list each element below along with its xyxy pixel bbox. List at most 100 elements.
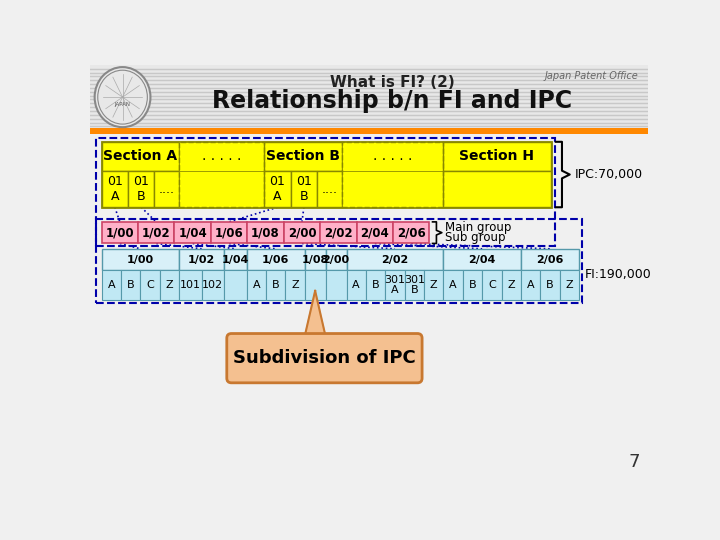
Text: B: B [127, 280, 135, 290]
Text: 1/02: 1/02 [188, 255, 215, 265]
FancyBboxPatch shape [90, 65, 648, 130]
FancyBboxPatch shape [521, 271, 540, 300]
Text: Subdivision of IPC: Subdivision of IPC [233, 349, 416, 367]
Text: 01
A: 01 A [269, 175, 286, 203]
FancyBboxPatch shape [179, 271, 202, 300]
FancyBboxPatch shape [128, 171, 154, 207]
FancyBboxPatch shape [305, 249, 325, 271]
FancyBboxPatch shape [264, 171, 291, 207]
FancyBboxPatch shape [356, 222, 393, 244]
Text: A: A [352, 280, 360, 290]
Text: 1/02: 1/02 [142, 226, 171, 239]
FancyBboxPatch shape [224, 271, 246, 300]
FancyBboxPatch shape [160, 271, 179, 300]
FancyBboxPatch shape [444, 249, 521, 271]
Text: 01
B: 01 B [133, 175, 149, 203]
FancyBboxPatch shape [102, 271, 121, 300]
Text: Sub group: Sub group [445, 231, 505, 244]
FancyBboxPatch shape [444, 271, 463, 300]
FancyBboxPatch shape [102, 142, 179, 171]
Text: 2/06: 2/06 [397, 226, 426, 239]
FancyBboxPatch shape [121, 271, 140, 300]
FancyBboxPatch shape [366, 271, 385, 300]
FancyBboxPatch shape [179, 142, 264, 171]
Text: 2/02: 2/02 [324, 226, 353, 239]
Text: JAPAN: JAPAN [114, 103, 130, 107]
Text: 301
B: 301 B [404, 275, 425, 295]
Text: 1/04: 1/04 [179, 226, 207, 239]
Text: 102: 102 [202, 280, 223, 290]
FancyBboxPatch shape [424, 271, 444, 300]
Polygon shape [305, 291, 326, 338]
Text: 1/08: 1/08 [251, 226, 280, 239]
Text: ....: .... [158, 183, 175, 195]
FancyBboxPatch shape [102, 249, 179, 271]
Text: 2/04: 2/04 [361, 226, 390, 239]
FancyBboxPatch shape [305, 271, 325, 300]
FancyBboxPatch shape [154, 171, 179, 207]
Text: 1/04: 1/04 [222, 255, 249, 265]
Text: A: A [527, 280, 534, 290]
FancyBboxPatch shape [393, 222, 429, 244]
FancyBboxPatch shape [317, 171, 342, 207]
FancyBboxPatch shape [502, 271, 521, 300]
Text: 1/06: 1/06 [215, 226, 243, 239]
Text: A: A [449, 280, 457, 290]
FancyBboxPatch shape [211, 222, 248, 244]
Text: A: A [253, 280, 260, 290]
FancyBboxPatch shape [285, 271, 305, 300]
FancyBboxPatch shape [266, 271, 285, 300]
Text: B: B [372, 280, 379, 290]
FancyBboxPatch shape [482, 271, 502, 300]
FancyBboxPatch shape [342, 142, 443, 171]
FancyBboxPatch shape [320, 222, 356, 244]
Text: IPC:70,000: IPC:70,000 [575, 168, 643, 181]
Text: What is FI? (2): What is FI? (2) [330, 75, 454, 90]
Text: 101: 101 [180, 280, 201, 290]
FancyBboxPatch shape [559, 271, 579, 300]
Text: 2/04: 2/04 [469, 255, 496, 265]
FancyBboxPatch shape [405, 271, 424, 300]
FancyBboxPatch shape [443, 171, 551, 207]
FancyBboxPatch shape [224, 249, 246, 271]
Text: Z: Z [166, 280, 174, 290]
FancyBboxPatch shape [202, 271, 224, 300]
FancyBboxPatch shape [102, 171, 128, 207]
Text: B: B [546, 280, 554, 290]
FancyBboxPatch shape [102, 222, 138, 244]
Text: 01
B: 01 B [296, 175, 312, 203]
Text: 301
A: 301 A [384, 275, 405, 295]
FancyBboxPatch shape [246, 249, 305, 271]
Text: Section H: Section H [459, 150, 534, 164]
FancyBboxPatch shape [385, 271, 405, 300]
FancyBboxPatch shape [248, 222, 284, 244]
FancyBboxPatch shape [463, 271, 482, 300]
Text: Relationship b/n FI and IPC: Relationship b/n FI and IPC [212, 89, 572, 113]
Text: Z: Z [508, 280, 515, 290]
Text: Section B: Section B [266, 150, 340, 164]
FancyBboxPatch shape [346, 271, 366, 300]
FancyBboxPatch shape [227, 334, 422, 383]
Text: 1/00: 1/00 [106, 226, 134, 239]
Text: 1/00: 1/00 [127, 255, 154, 265]
FancyBboxPatch shape [325, 271, 346, 300]
FancyBboxPatch shape [521, 249, 579, 271]
Text: 2/06: 2/06 [536, 255, 564, 265]
Text: 2/02: 2/02 [382, 255, 408, 265]
Text: B: B [272, 280, 279, 290]
FancyBboxPatch shape [179, 171, 264, 207]
FancyBboxPatch shape [346, 249, 444, 271]
Text: Section A: Section A [103, 150, 177, 164]
Text: 1/08: 1/08 [302, 255, 329, 265]
FancyBboxPatch shape [102, 142, 551, 207]
Text: Z: Z [565, 280, 573, 290]
Text: . . . . .: . . . . . [202, 150, 241, 164]
FancyBboxPatch shape [443, 142, 551, 171]
FancyBboxPatch shape [179, 249, 224, 271]
Text: 2/00: 2/00 [323, 255, 350, 265]
FancyBboxPatch shape [246, 271, 266, 300]
FancyBboxPatch shape [174, 222, 211, 244]
Text: 7: 7 [629, 454, 640, 471]
Text: ....: .... [321, 183, 338, 195]
Text: C: C [146, 280, 154, 290]
